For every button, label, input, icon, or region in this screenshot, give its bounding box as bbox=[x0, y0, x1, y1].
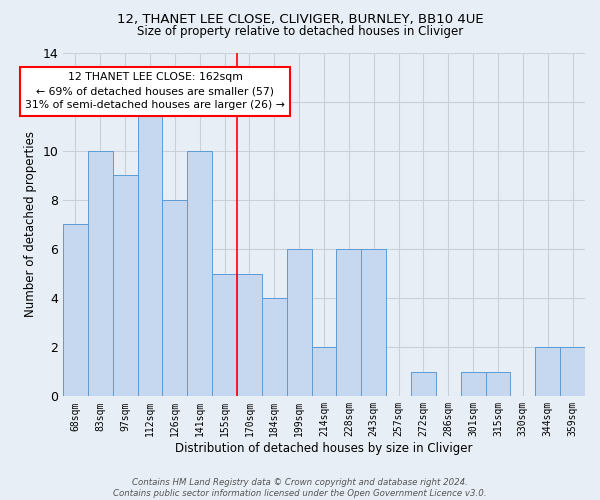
Text: 12 THANET LEE CLOSE: 162sqm
← 69% of detached houses are smaller (57)
31% of sem: 12 THANET LEE CLOSE: 162sqm ← 69% of det… bbox=[25, 72, 285, 110]
Bar bbox=[361, 249, 386, 396]
Y-axis label: Number of detached properties: Number of detached properties bbox=[24, 132, 37, 318]
Bar bbox=[262, 298, 287, 396]
Text: Size of property relative to detached houses in Cliviger: Size of property relative to detached ho… bbox=[137, 25, 463, 38]
Bar bbox=[411, 372, 436, 396]
Bar bbox=[535, 347, 560, 397]
Bar bbox=[187, 150, 212, 396]
Bar bbox=[461, 372, 485, 396]
Bar bbox=[212, 274, 237, 396]
Bar bbox=[287, 249, 311, 396]
Bar bbox=[337, 249, 361, 396]
Bar bbox=[63, 224, 88, 396]
Text: 12, THANET LEE CLOSE, CLIVIGER, BURNLEY, BB10 4UE: 12, THANET LEE CLOSE, CLIVIGER, BURNLEY,… bbox=[116, 12, 484, 26]
Bar bbox=[311, 347, 337, 397]
Bar bbox=[137, 77, 163, 396]
Text: Contains HM Land Registry data © Crown copyright and database right 2024.
Contai: Contains HM Land Registry data © Crown c… bbox=[113, 478, 487, 498]
Bar bbox=[237, 274, 262, 396]
Bar bbox=[163, 200, 187, 396]
Bar bbox=[485, 372, 511, 396]
Bar bbox=[88, 150, 113, 396]
X-axis label: Distribution of detached houses by size in Cliviger: Distribution of detached houses by size … bbox=[175, 442, 473, 455]
Bar bbox=[560, 347, 585, 397]
Bar bbox=[113, 176, 137, 396]
